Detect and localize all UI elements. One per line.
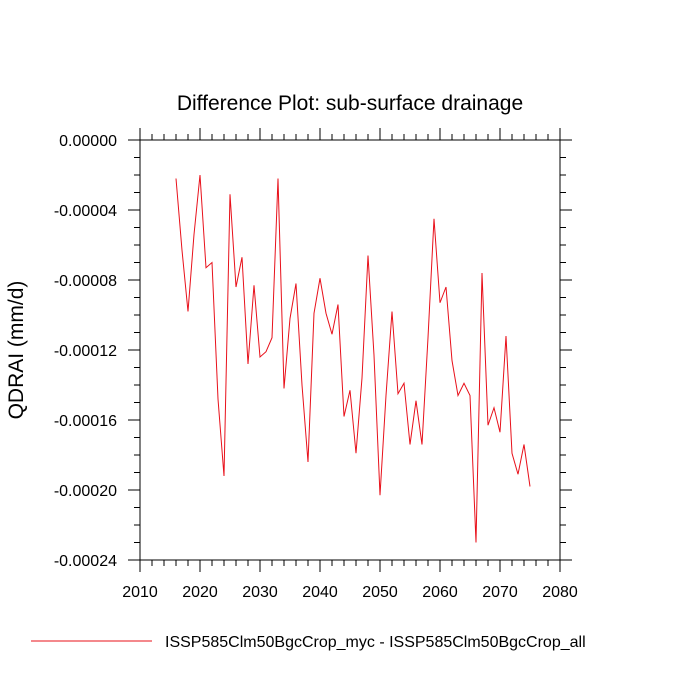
x-tick-label: 2030 bbox=[242, 584, 278, 601]
x-tick-label: 2040 bbox=[302, 584, 338, 601]
plot-frame bbox=[139, 139, 561, 561]
series-layer bbox=[175, 174, 531, 543]
y-tick-label: -0.00020 bbox=[54, 483, 117, 500]
y-tick-label: 0.00000 bbox=[59, 133, 117, 150]
x-tick-label: 2010 bbox=[122, 584, 158, 601]
y-axis-label: QDRAI (mm/d) bbox=[5, 281, 28, 420]
x-tick-label: 2070 bbox=[482, 584, 518, 601]
axis-ticks bbox=[128, 128, 572, 572]
y-tick-label: -0.00012 bbox=[54, 343, 117, 360]
axis-tick-labels: 2010 2020 2030 2040 2050 2060 2070 2080 -0.00024… bbox=[54, 133, 578, 601]
chart-title: Difference Plot: sub-surface drainage bbox=[177, 92, 523, 115]
series-line bbox=[175, 174, 531, 543]
y-tick-label: -0.00024 bbox=[54, 553, 117, 570]
y-tick-label: -0.00016 bbox=[54, 413, 117, 430]
legend: ISSP585Clm50BgcCrop_myc - ISSP585Clm50Bg… bbox=[31, 634, 586, 651]
x-tick-label: 2080 bbox=[542, 584, 578, 601]
legend-entry-label: ISSP585Clm50BgcCrop_myc - ISSP585Clm50Bg… bbox=[165, 634, 586, 651]
x-tick-label: 2020 bbox=[182, 584, 218, 601]
x-tick-label: 2050 bbox=[362, 584, 398, 601]
y-tick-label: -0.00004 bbox=[54, 203, 117, 220]
y-tick-label: -0.00008 bbox=[54, 273, 117, 290]
x-tick-label: 2060 bbox=[422, 584, 458, 601]
